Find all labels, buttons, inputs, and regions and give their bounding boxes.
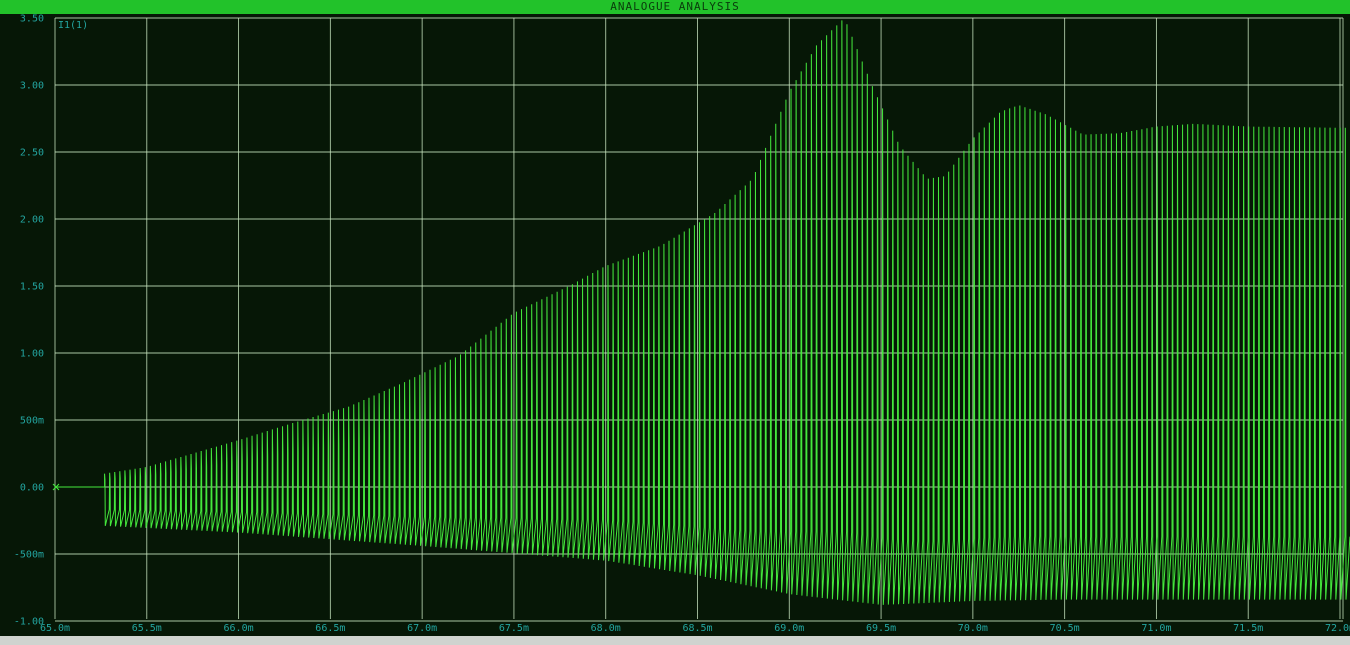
trace-label[interactable]: I1(1) (58, 20, 88, 31)
x-tick-label: 69.0m (774, 623, 804, 634)
x-tick-label: 69.5m (866, 623, 896, 634)
window-title: ANALOGUE ANALYSIS (610, 0, 740, 13)
x-tick-label: 67.5m (499, 623, 529, 634)
x-tick-label: 71.5m (1233, 623, 1263, 634)
x-tick-label: 68.0m (591, 623, 621, 634)
x-tick-label: 72.0m (1325, 623, 1350, 634)
y-tick-label: -1.00 (14, 617, 44, 628)
x-tick-label: 71.0m (1141, 623, 1171, 634)
y-tick-label: 500m (20, 416, 44, 427)
x-tick-label: 65.5m (132, 623, 162, 634)
x-tick-label: 70.5m (1050, 623, 1080, 634)
y-tick-label: 1.50 (20, 282, 44, 293)
zero-marker (52, 483, 60, 491)
axes: 65.0m 65.5m 66.0m 66.5m 67.0m 67.5m 68.0m 68.5m… (14, 14, 1350, 635)
x-tick-label: 66.0m (224, 623, 254, 634)
x-tick-label: 68.5m (682, 623, 712, 634)
x-tick-label: 66.5m (315, 623, 345, 634)
trace-i1 (55, 20, 1350, 605)
grid (54, 17, 1344, 622)
y-tick-label: -500m (14, 550, 44, 561)
y-tick-label: 2.00 (20, 215, 44, 226)
y-tick-label: 3.00 (20, 81, 44, 92)
y-tick-label: 2.50 (20, 148, 44, 159)
y-tick-label: 3.50 (20, 14, 44, 25)
status-strip (0, 636, 1350, 645)
x-tick-label: 65.0m (40, 623, 70, 634)
trace-line (55, 20, 1350, 605)
x-tick-label: 67.0m (407, 623, 437, 634)
y-tick-label: 1.00 (20, 349, 44, 360)
x-tick-label: 70.0m (958, 623, 988, 634)
y-tick-label: 0.00 (20, 483, 44, 494)
